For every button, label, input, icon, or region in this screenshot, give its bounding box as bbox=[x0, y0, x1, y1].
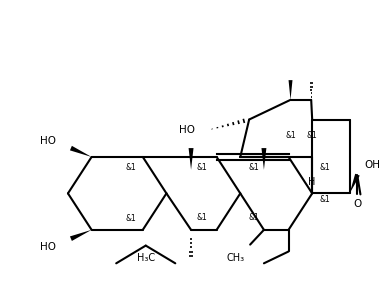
Text: &1: &1 bbox=[285, 131, 296, 140]
Text: O: O bbox=[353, 199, 362, 209]
Text: HO: HO bbox=[179, 125, 195, 135]
Polygon shape bbox=[288, 80, 293, 100]
Polygon shape bbox=[189, 148, 194, 170]
Text: &1: &1 bbox=[307, 131, 317, 140]
Text: &1: &1 bbox=[249, 213, 259, 221]
Text: &1: &1 bbox=[196, 163, 207, 172]
Text: H: H bbox=[309, 176, 316, 187]
Text: &1: &1 bbox=[126, 163, 136, 172]
Text: OH: OH bbox=[364, 160, 380, 170]
Text: HO: HO bbox=[40, 136, 56, 146]
Polygon shape bbox=[261, 148, 266, 170]
Polygon shape bbox=[350, 174, 360, 193]
Text: CH₃: CH₃ bbox=[227, 253, 244, 263]
Text: HO: HO bbox=[40, 241, 56, 252]
Text: &1: &1 bbox=[126, 214, 136, 224]
Text: H₃C: H₃C bbox=[138, 253, 155, 263]
Text: &1: &1 bbox=[320, 163, 330, 172]
Text: &1: &1 bbox=[196, 213, 207, 221]
Text: &1: &1 bbox=[249, 163, 259, 172]
Polygon shape bbox=[70, 230, 92, 241]
Text: &1: &1 bbox=[320, 195, 330, 204]
Polygon shape bbox=[70, 146, 92, 157]
